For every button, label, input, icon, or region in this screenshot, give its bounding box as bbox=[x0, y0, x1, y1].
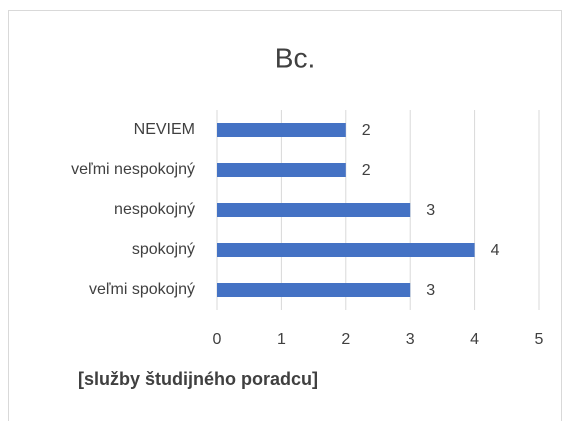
bar bbox=[217, 163, 346, 177]
x-tick-label: 3 bbox=[406, 331, 415, 348]
x-tick-label: 0 bbox=[213, 331, 222, 348]
x-tick-label: 1 bbox=[277, 331, 286, 348]
y-tick-label: veľmi nespokojný bbox=[71, 161, 195, 178]
data-label: 3 bbox=[426, 282, 435, 299]
data-label: 2 bbox=[362, 162, 371, 179]
y-tick-label: spokojný bbox=[132, 241, 195, 258]
bar bbox=[217, 243, 475, 257]
x-tick-label: 2 bbox=[341, 331, 350, 348]
data-label: 3 bbox=[426, 202, 435, 219]
y-tick-label: NEVIEM bbox=[134, 121, 195, 138]
data-label: 4 bbox=[491, 242, 500, 259]
x-tick-label: 4 bbox=[470, 331, 479, 348]
axis-label: [služby študijného poradcu] bbox=[78, 369, 318, 389]
bar bbox=[217, 283, 411, 297]
y-tick-label: nespokojný bbox=[114, 201, 195, 218]
data-label: 2 bbox=[362, 122, 371, 139]
y-tick-label: veľmi spokojný bbox=[89, 281, 195, 298]
bar bbox=[217, 203, 411, 217]
x-tick-label: 5 bbox=[535, 331, 544, 348]
chart-title: Bc. bbox=[275, 42, 315, 73]
bar bbox=[217, 123, 346, 137]
